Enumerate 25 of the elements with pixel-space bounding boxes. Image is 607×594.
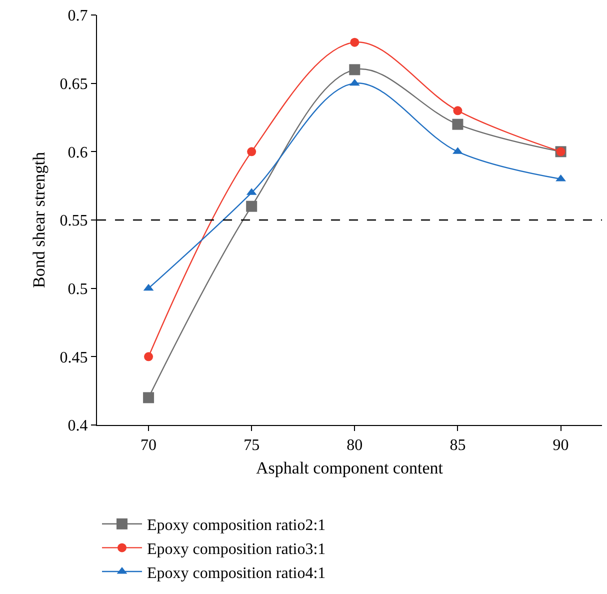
y-tick-label: 0.4 (68, 418, 88, 435)
x-tick-label: 75 (244, 437, 260, 454)
x-tick-label: 80 (346, 437, 363, 454)
x-tick-label: 90 (552, 437, 569, 454)
legend-label: Epoxy composition ratio4:1 (147, 564, 326, 582)
point (453, 106, 462, 116)
x-tick-label: 70 (140, 437, 157, 454)
point (144, 352, 154, 362)
point (143, 392, 154, 404)
y-tick-label: 0.45 (60, 349, 88, 366)
legend-label: Epoxy composition ratio2:1 (147, 517, 326, 534)
y-tick-label: 0.6 (68, 144, 88, 162)
x-axis-title: Asphalt component content (256, 458, 444, 478)
point (246, 200, 258, 212)
legend-label: Epoxy composition ratio3:1 (147, 540, 326, 558)
y-tick-label: 0.7 (68, 8, 88, 25)
y-tick-label: 0.5 (68, 280, 88, 298)
point (452, 118, 464, 130)
y-tick-label: 0.65 (60, 76, 88, 93)
x-tick-label: 85 (450, 437, 466, 454)
point (350, 38, 360, 47)
y-axis-title: Bond shear strength (29, 152, 48, 288)
y-tick-label: 0.55 (60, 212, 88, 230)
point (349, 64, 360, 76)
point (247, 147, 256, 156)
